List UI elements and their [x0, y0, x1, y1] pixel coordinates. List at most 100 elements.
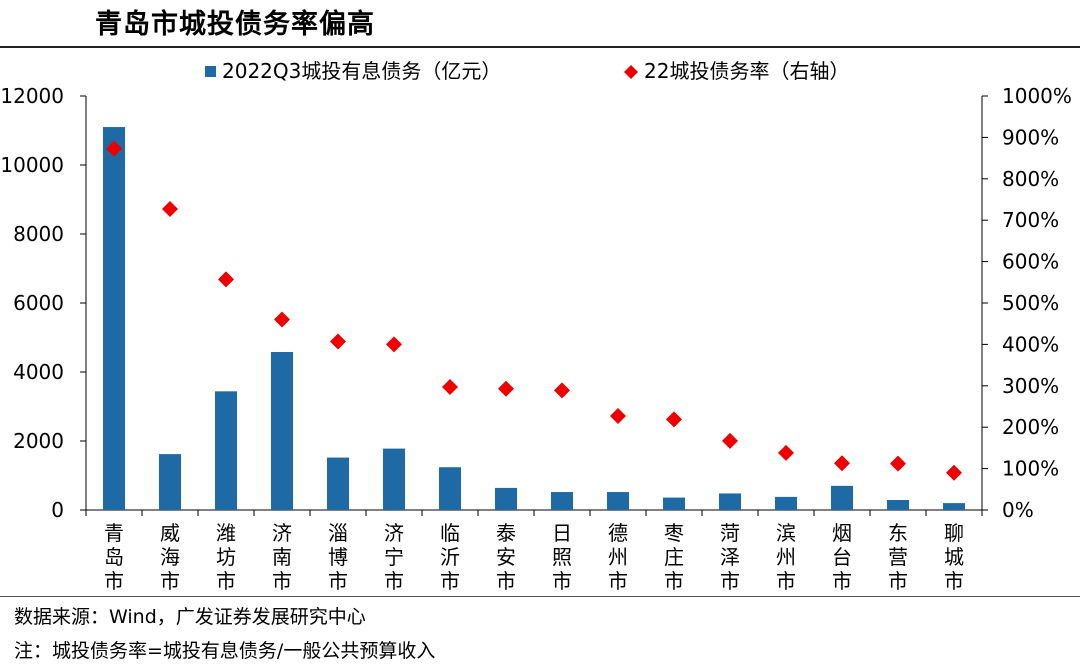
- marker-临沂市: [442, 379, 458, 396]
- category-label-char: 烟: [832, 521, 852, 545]
- left-tick-label: 0: [51, 498, 64, 522]
- right-tick-label: 300%: [1002, 374, 1059, 398]
- category-label-char: 潍: [216, 521, 236, 545]
- chart-title: 青岛市城投债务率偏高: [95, 9, 375, 40]
- category-label-char: 济: [384, 521, 404, 545]
- category-label-char: 市: [944, 569, 964, 593]
- bar-泰安市: [495, 487, 517, 510]
- left-tick-label: 10000: [0, 153, 64, 177]
- right-tick-label: 400%: [1002, 332, 1059, 356]
- category-label-char: 营: [888, 545, 908, 569]
- category-label-char: 聊: [944, 521, 964, 545]
- right-tick-label: 100%: [1002, 457, 1059, 481]
- legend-marker-swatch: [624, 65, 638, 79]
- bar-日照市: [551, 492, 573, 510]
- marker-济宁市: [386, 336, 402, 353]
- bar-烟台市: [831, 485, 853, 510]
- marker-聊城市: [946, 464, 962, 481]
- category-label-char: 岛: [104, 545, 124, 569]
- legend-marker-label: 22城投债务率（右轴）: [644, 59, 849, 83]
- bar-潍坊市: [215, 391, 237, 510]
- category-label-char: 坊: [216, 545, 236, 569]
- marker-淄博市: [330, 333, 346, 350]
- marker-泰安市: [498, 380, 514, 397]
- right-tick-label: 500%: [1002, 291, 1059, 315]
- bar-德州市: [607, 492, 629, 510]
- bar-济宁市: [383, 448, 405, 510]
- category-label-char: 安: [496, 545, 516, 569]
- right-tick-label: 900%: [1002, 125, 1059, 149]
- title-divider: [0, 46, 1080, 48]
- right-tick-label: 0%: [1002, 498, 1034, 522]
- right-tick-label: 700%: [1002, 208, 1059, 232]
- marker-滨州市: [778, 444, 794, 461]
- source-note: 数据来源：Wind，广发证券发展研究中心: [14, 606, 366, 628]
- category-label-char: 市: [720, 569, 740, 593]
- category-label-char: 枣: [664, 521, 684, 545]
- bar-菏泽市: [719, 493, 741, 510]
- category-label-char: 州: [608, 545, 628, 569]
- right-tick-label: 200%: [1002, 415, 1059, 439]
- category-label-char: 市: [272, 569, 292, 593]
- category-label-char: 临: [440, 521, 460, 545]
- category-label-char: 市: [160, 569, 180, 593]
- bar-威海市: [159, 454, 181, 510]
- bar-枣庄市: [663, 497, 685, 510]
- category-label-char: 市: [608, 569, 628, 593]
- category-label-char: 淄: [328, 521, 348, 545]
- formula-note: 注：城投债务率=城投有息债务/一般公共预算收入: [14, 640, 436, 662]
- bar-济南市: [271, 351, 293, 510]
- category-label-char: 青: [104, 521, 124, 545]
- category-label-char: 泽: [720, 545, 740, 569]
- category-label-char: 威: [160, 521, 180, 545]
- category-label-char: 市: [440, 569, 460, 593]
- footer-divider: [0, 596, 1080, 597]
- right-tick-label: 800%: [1002, 167, 1059, 191]
- category-label-char: 东: [888, 521, 908, 545]
- category-label-char: 日: [552, 521, 572, 545]
- legend-bar-swatch: [205, 66, 216, 77]
- marker-日照市: [554, 382, 570, 399]
- legend-bar-label: 2022Q3城投有息债务（亿元）: [222, 59, 501, 83]
- category-label-char: 城: [944, 545, 964, 569]
- category-label-char: 市: [776, 569, 796, 593]
- category-label-char: 市: [384, 569, 404, 593]
- left-tick-label: 8000: [13, 222, 64, 246]
- category-label-char: 博: [328, 545, 348, 569]
- right-tick-label: 1000%: [1002, 84, 1072, 108]
- chart-canvas: 0 2000 4000 6000 8000 10000 12000 0% 100% 200% 300…: [0, 59, 1072, 593]
- bar-聊城市: [943, 503, 965, 510]
- category-label-char: 菏: [720, 521, 740, 545]
- marker-枣庄市: [666, 411, 682, 428]
- left-tick-label: 2000: [13, 429, 64, 453]
- category-label-char: 市: [832, 569, 852, 593]
- bar-滨州市: [775, 496, 797, 510]
- marker-烟台市: [834, 455, 850, 472]
- category-label-char: 市: [664, 569, 684, 593]
- category-label-char: 照: [552, 545, 572, 569]
- left-tick-label: 4000: [13, 360, 64, 384]
- marker-菏泽市: [722, 432, 738, 449]
- marker-青岛市: [106, 140, 122, 157]
- right-tick-label: 600%: [1002, 250, 1059, 274]
- category-label-char: 市: [496, 569, 516, 593]
- category-label-char: 市: [888, 569, 908, 593]
- left-tick-label: 12000: [0, 84, 64, 108]
- category-label-char: 泰: [496, 521, 516, 545]
- bar-淄博市: [327, 457, 349, 510]
- marker-东营市: [890, 455, 906, 472]
- category-label-char: 市: [552, 569, 572, 593]
- category-label-char: 州: [776, 545, 796, 569]
- category-label-char: 沂: [440, 545, 460, 569]
- category-label-char: 宁: [384, 545, 404, 569]
- bar-青岛市: [103, 127, 125, 511]
- category-label-char: 市: [216, 569, 236, 593]
- category-label-char: 济: [272, 521, 292, 545]
- marker-济南市: [274, 311, 290, 328]
- marker-威海市: [162, 201, 178, 218]
- category-label-char: 市: [104, 569, 124, 593]
- category-label-char: 市: [328, 569, 348, 593]
- category-label-char: 台: [832, 545, 852, 569]
- category-label-char: 滨: [776, 521, 796, 545]
- category-label-char: 庄: [664, 545, 684, 569]
